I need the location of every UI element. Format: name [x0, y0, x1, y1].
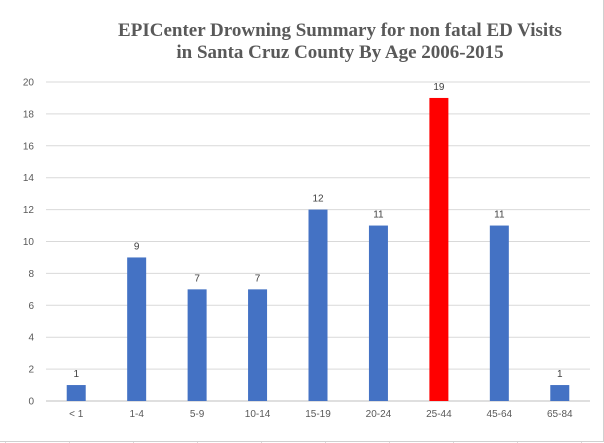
- data-label: 12: [312, 194, 324, 205]
- chart-title-line-2: in Santa Cruz County By Age 2006-2015: [176, 42, 504, 63]
- data-label: 9: [134, 241, 140, 252]
- data-label: 19: [433, 82, 445, 93]
- x-tick-label: 10-14: [245, 409, 271, 420]
- bar-1014[interactable]: [248, 289, 268, 401]
- data-label: 11: [494, 210, 505, 221]
- chart-title-line-1: EPICenter Drowning Summary for non fatal…: [118, 20, 562, 41]
- bars: [66, 97, 570, 401]
- bar-2544[interactable]: [429, 97, 449, 401]
- x-tick-label: 5-9: [190, 409, 205, 420]
- y-tick-label: 10: [23, 237, 35, 248]
- y-tick-label: 18: [23, 109, 35, 120]
- y-tick-label: 14: [23, 173, 35, 184]
- y-tick-label: 16: [23, 141, 35, 152]
- y-tick-label: 6: [28, 301, 34, 312]
- y-tick-label: 0: [28, 397, 34, 408]
- bar-1[interactable]: [66, 385, 86, 401]
- y-tick-label: 20: [23, 78, 35, 89]
- y-axis-ticks: 0 2 4 6 8 10 12 14 16 18 20: [23, 78, 35, 408]
- y-tick-label: 2: [28, 365, 34, 376]
- chart-title: EPICenter Drowning Summary for non fatal…: [100, 20, 580, 64]
- y-tick-label: 12: [23, 205, 35, 216]
- x-tick-label: 65-84: [547, 409, 573, 420]
- data-label: 11: [373, 210, 384, 221]
- y-tick-label: 8: [28, 269, 34, 280]
- data-label: 1: [557, 369, 563, 380]
- y-tick-label: 4: [28, 333, 34, 344]
- x-tick-label: 20-24: [366, 409, 392, 420]
- bar-14[interactable]: [127, 257, 147, 401]
- x-tick-label: 1-4: [129, 409, 144, 420]
- x-axis-ticks: < 1 1-4 5-9 10-14 15-19 20-24 25-44 45-64 65-84: [69, 409, 573, 420]
- bar-6584[interactable]: [550, 385, 570, 401]
- x-tick-label: 15-19: [305, 409, 331, 420]
- bar-2024[interactable]: [368, 225, 388, 401]
- data-label: 1: [73, 369, 79, 380]
- x-tick-label: < 1: [69, 409, 84, 420]
- bar-59[interactable]: [187, 289, 207, 401]
- data-label: 7: [255, 273, 261, 284]
- x-tick-label: 25-44: [426, 409, 452, 420]
- bar-1519[interactable]: [308, 209, 328, 401]
- x-tick-label: 45-64: [487, 409, 513, 420]
- data-label: 7: [194, 273, 200, 284]
- bar-4564[interactable]: [489, 225, 509, 401]
